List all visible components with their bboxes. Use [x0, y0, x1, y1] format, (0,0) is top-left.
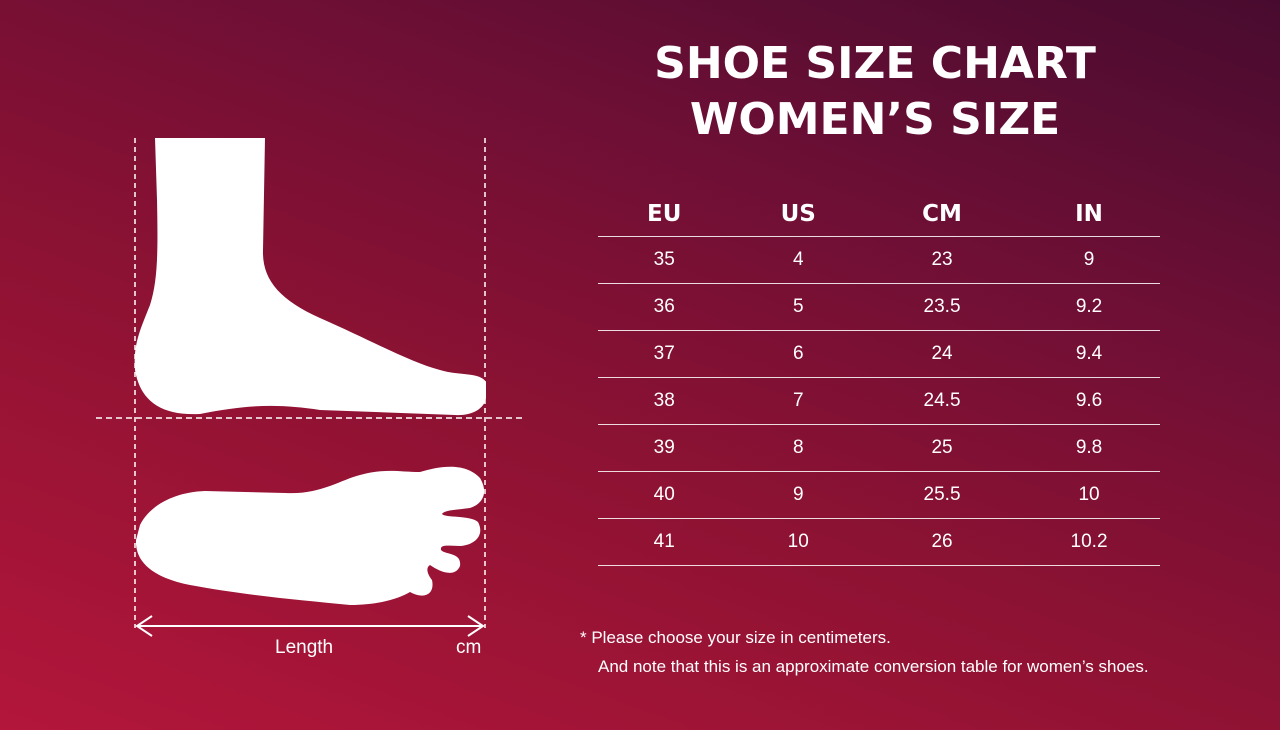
table-row: 40 9 25.5 10 — [598, 471, 1160, 519]
table-cell: 6 — [730, 330, 867, 378]
table-cell: 9.8 — [1018, 424, 1160, 472]
table-cell: 25 — [866, 424, 1019, 472]
table-row: 38 7 24.5 9.6 — [598, 377, 1160, 425]
table-header-row: EU US CM IN — [598, 192, 1160, 237]
table-row: 35 4 23 9 — [598, 236, 1160, 284]
page-title: SHOE SIZE CHART — [654, 38, 1096, 89]
header-us: US — [730, 192, 867, 237]
note-line-1: * Please choose your size in centimeters… — [580, 628, 891, 647]
table-cell: 9.2 — [1018, 283, 1160, 331]
table-row: 41 10 26 10.2 — [598, 518, 1160, 566]
table-cell: 41 — [598, 518, 731, 566]
size-table: EU US CM IN 35 4 23 9 36 5 23.5 9.2 37 6 24 9.4 38 7 2… — [598, 192, 1160, 566]
table-cell: 24 — [866, 330, 1019, 378]
table-cell: 24.5 — [866, 377, 1019, 425]
table-cell: 40 — [598, 471, 731, 519]
table-cell: 5 — [730, 283, 867, 331]
page-subtitle: WOMEN’S SIZE — [689, 94, 1061, 145]
unit-label: cm — [456, 637, 482, 658]
table-cell: 9.4 — [1018, 330, 1160, 378]
foot-top-view-icon — [135, 466, 485, 605]
table-cell: 7 — [730, 377, 867, 425]
table-cell: 10.2 — [1018, 518, 1160, 566]
table-cell: 35 — [598, 236, 731, 284]
length-label: Length — [275, 637, 334, 658]
length-arrow-icon — [135, 615, 485, 637]
table-cell: 37 — [598, 330, 731, 378]
header-cm: CM — [866, 192, 1019, 237]
header-eu: EU — [598, 192, 731, 237]
table-row: 39 8 25 9.8 — [598, 424, 1160, 472]
table-cell: 38 — [598, 377, 731, 425]
table-cell: 36 — [598, 283, 731, 331]
table-cell: 26 — [866, 518, 1019, 566]
table-cell: 9 — [1018, 236, 1160, 284]
table-cell: 9.6 — [1018, 377, 1160, 425]
note-line-2: And note that this is an approximate con… — [598, 657, 1149, 676]
table-cell: 10 — [1018, 471, 1160, 519]
foot-side-view-icon — [134, 138, 486, 416]
table-cell: 9 — [730, 471, 867, 519]
table-cell: 10 — [730, 518, 867, 566]
table-cell: 23 — [866, 236, 1019, 284]
table-cell: 8 — [730, 424, 867, 472]
table-cell: 23.5 — [866, 283, 1019, 331]
table-cell: 25.5 — [866, 471, 1019, 519]
table-row: 36 5 23.5 9.2 — [598, 283, 1160, 331]
table-cell: 39 — [598, 424, 731, 472]
table-row: 37 6 24 9.4 — [598, 330, 1160, 378]
table-cell: 4 — [730, 236, 867, 284]
header-in: IN — [1018, 192, 1160, 237]
